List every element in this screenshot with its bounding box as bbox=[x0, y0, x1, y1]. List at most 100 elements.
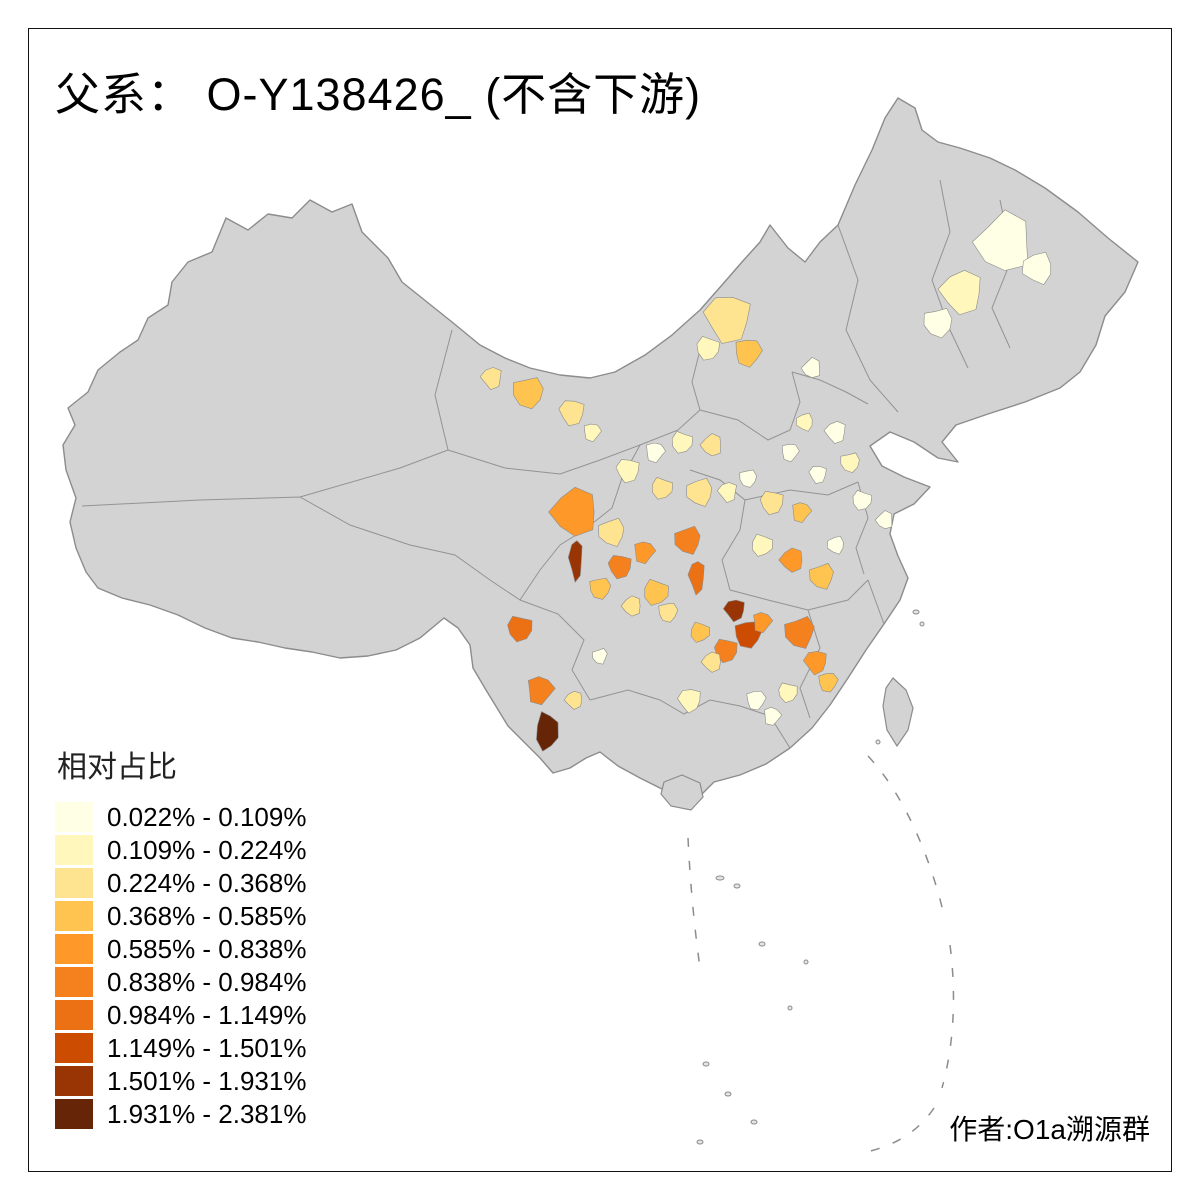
legend-swatch bbox=[55, 802, 93, 832]
map-region bbox=[536, 711, 559, 752]
author-credit: 作者:O1a溯源群 bbox=[949, 1114, 1150, 1145]
legend-swatch bbox=[55, 835, 93, 865]
map-region bbox=[972, 209, 1029, 271]
map-region bbox=[634, 541, 657, 565]
map-region bbox=[563, 690, 583, 710]
map-region bbox=[548, 486, 595, 537]
map-region bbox=[527, 676, 556, 706]
regions-layer bbox=[479, 209, 1052, 752]
legend-label: 1.149% - 1.501% bbox=[107, 1032, 307, 1063]
map-region bbox=[784, 616, 815, 649]
map-region bbox=[759, 490, 784, 516]
map-region bbox=[696, 336, 721, 361]
map-region bbox=[687, 561, 705, 596]
map-region bbox=[589, 577, 612, 600]
map-region bbox=[800, 357, 820, 379]
legend-item: 1.501% - 1.931% bbox=[55, 1066, 306, 1096]
map-region bbox=[674, 525, 701, 555]
taiwan-island bbox=[882, 677, 914, 748]
map-region bbox=[751, 533, 773, 557]
legend-item: 0.585% - 0.838% bbox=[55, 934, 306, 964]
legend-label: 0.224% - 0.368% bbox=[107, 867, 307, 898]
map-region bbox=[690, 621, 710, 643]
islands-layer bbox=[660, 609, 955, 1153]
legend-title: 相对占比 bbox=[57, 751, 177, 784]
map-region bbox=[558, 400, 585, 427]
map-region bbox=[764, 706, 783, 726]
mainland-path bbox=[62, 97, 1139, 809]
legend-label: 1.501% - 1.931% bbox=[107, 1065, 307, 1096]
map-region bbox=[583, 423, 602, 443]
map-region bbox=[1021, 251, 1052, 285]
legend-label: 0.368% - 0.585% bbox=[107, 900, 307, 931]
map-region bbox=[823, 420, 846, 444]
legend-item: 0.022% - 0.109% bbox=[55, 802, 306, 832]
hainan-island bbox=[660, 774, 704, 811]
province-borders bbox=[81, 179, 1013, 749]
map-region bbox=[598, 517, 625, 547]
map-title: 父系： O-Y138426_ (不含下游) bbox=[55, 69, 702, 120]
legend-swatch bbox=[55, 1033, 93, 1063]
legend: 相对占比 0.022% - 0.109% 0.109% - 0.224% 0.224… bbox=[55, 742, 306, 1132]
map-region bbox=[753, 612, 774, 633]
map-region bbox=[644, 578, 669, 606]
map-region bbox=[479, 367, 502, 390]
map-region bbox=[620, 595, 641, 617]
map-region bbox=[808, 465, 827, 484]
map-region bbox=[781, 443, 800, 463]
legend-swatch bbox=[55, 1099, 93, 1129]
map-region bbox=[722, 599, 745, 623]
legend-item: 1.149% - 1.501% bbox=[55, 1033, 306, 1063]
legend-swatch bbox=[55, 934, 93, 964]
map-region bbox=[615, 459, 640, 484]
legend-label: 0.838% - 0.984% bbox=[107, 966, 307, 997]
map-region bbox=[699, 433, 721, 457]
legend-swatch bbox=[55, 1000, 93, 1030]
map-region bbox=[923, 307, 953, 339]
map-region bbox=[567, 540, 583, 583]
map-region bbox=[651, 476, 674, 500]
map-region bbox=[826, 535, 844, 555]
map-region bbox=[746, 691, 767, 711]
legend-label: 0.984% - 1.149% bbox=[107, 999, 307, 1030]
map-region bbox=[803, 651, 827, 676]
map-region bbox=[792, 502, 813, 524]
legend-label: 1.931% - 2.381% bbox=[107, 1098, 307, 1129]
map-region bbox=[677, 689, 701, 714]
legend-item: 0.224% - 0.368% bbox=[55, 868, 306, 898]
map-region bbox=[591, 647, 608, 665]
legend-items: 0.022% - 0.109% 0.109% - 0.224% 0.224% - 0… bbox=[55, 802, 306, 1129]
map-region bbox=[809, 562, 834, 590]
legend-label: 0.022% - 0.109% bbox=[107, 801, 307, 832]
map-region bbox=[852, 489, 873, 511]
map-region bbox=[646, 442, 666, 464]
map-region bbox=[607, 555, 632, 580]
legend-swatch bbox=[55, 868, 93, 898]
map-region bbox=[716, 482, 737, 503]
map-region bbox=[874, 510, 893, 530]
legend-item: 0.838% - 0.984% bbox=[55, 967, 306, 997]
map-region bbox=[739, 469, 758, 488]
map-region bbox=[735, 339, 763, 368]
map-region bbox=[778, 682, 798, 703]
legend-item: 0.368% - 0.585% bbox=[55, 901, 306, 931]
province-borders-layer bbox=[81, 179, 1013, 749]
legend-item: 1.931% - 2.381% bbox=[55, 1099, 306, 1129]
map-region bbox=[700, 651, 721, 673]
map-region bbox=[507, 615, 533, 643]
map-region bbox=[818, 673, 839, 693]
legend-item: 0.109% - 0.224% bbox=[55, 835, 306, 865]
legend-swatch bbox=[55, 901, 93, 931]
legend-label: 0.109% - 0.224% bbox=[107, 834, 307, 865]
legend-item: 0.984% - 1.149% bbox=[55, 1000, 306, 1030]
small-islands bbox=[696, 609, 925, 1145]
legend-label: 0.585% - 0.838% bbox=[107, 933, 307, 964]
map-region bbox=[795, 412, 813, 432]
map-region bbox=[778, 547, 803, 573]
nine-dash-line bbox=[687, 755, 955, 1153]
map-region bbox=[937, 269, 981, 316]
map-region bbox=[702, 296, 751, 344]
map-region bbox=[840, 452, 860, 473]
